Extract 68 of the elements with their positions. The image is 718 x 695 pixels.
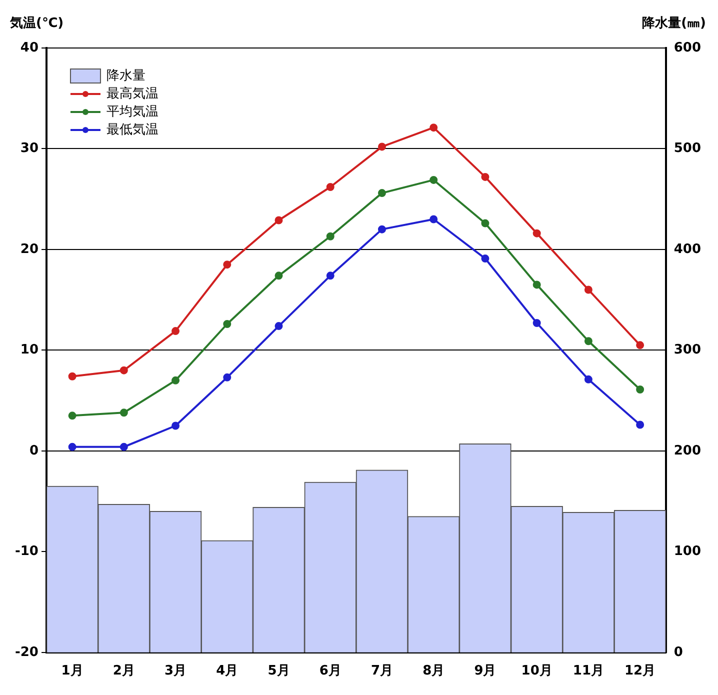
y-tick-label: 0 (29, 443, 38, 458)
y-tick-label: 40 (20, 40, 38, 56)
point (326, 232, 334, 240)
point (584, 337, 592, 346)
point (223, 320, 232, 328)
x-tick-label: 2月 (112, 664, 135, 679)
point (68, 372, 76, 380)
point (378, 142, 386, 151)
point (326, 183, 334, 192)
point (120, 442, 128, 451)
x-tick-label: 5月 (268, 664, 290, 679)
x-tick-label: 6月 (319, 664, 342, 679)
y-tick-label: 10 (20, 342, 38, 358)
point (120, 366, 128, 374)
y2-tick-label: 500 (674, 141, 702, 156)
point (68, 442, 76, 451)
point (172, 376, 180, 384)
x-tick-label: 4月 (216, 664, 238, 679)
x-tick-label: 11月 (572, 664, 604, 679)
x-tick-label: 10月 (521, 664, 552, 679)
legend-label: 最低気温 (106, 122, 158, 138)
y2-tick-label: 300 (674, 342, 702, 358)
y2-tick-label: 0 (674, 644, 683, 660)
point (223, 260, 232, 269)
x-tick-label: 8月 (422, 664, 445, 679)
x-tick-label: 9月 (474, 664, 496, 679)
point (378, 189, 386, 198)
point (584, 375, 592, 384)
point (68, 412, 76, 420)
x-tick-label: 1月 (61, 664, 84, 679)
point (481, 254, 490, 263)
y-tick-label: -10 (14, 544, 38, 560)
y2-axis-title: 降水量(㎜) (642, 16, 706, 31)
y-tick-label: 30 (20, 141, 38, 156)
point (274, 272, 283, 280)
y-tick-label: 20 (20, 242, 38, 257)
point (378, 225, 386, 234)
x-tick-label: 12月 (624, 664, 656, 679)
point (274, 322, 283, 330)
point (172, 422, 180, 430)
point (636, 341, 644, 350)
point (274, 216, 283, 224)
point (532, 319, 541, 327)
point (636, 420, 644, 429)
legend-label: 最高気温 (106, 85, 158, 102)
x-tick-label: 3月 (164, 664, 187, 679)
point (481, 219, 490, 228)
point (532, 280, 541, 289)
point (172, 327, 180, 336)
y-tick-label: -20 (14, 644, 38, 660)
point (636, 385, 644, 394)
point (430, 215, 438, 224)
point (223, 373, 232, 382)
point (120, 408, 128, 417)
point (532, 229, 541, 238)
y2-tick-label: 200 (674, 443, 702, 458)
legend-label: 平均気温 (106, 104, 158, 120)
point (584, 286, 592, 294)
point (481, 172, 490, 181)
y-axis-title: 気温(℃) (9, 16, 64, 31)
point (430, 124, 438, 132)
y2-tick-label: 600 (674, 40, 702, 56)
x-tick-label: 7月 (370, 664, 394, 679)
point (326, 272, 334, 280)
legend-label: 降水量 (106, 68, 146, 84)
y2-tick-label: 400 (674, 242, 702, 257)
y2-tick-label: 100 (674, 544, 702, 560)
point (430, 176, 438, 184)
